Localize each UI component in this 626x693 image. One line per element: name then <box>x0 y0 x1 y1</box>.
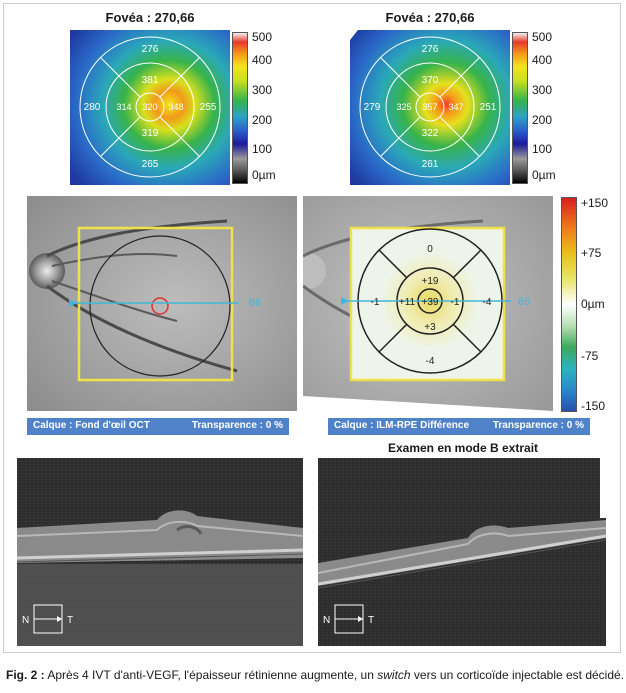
map-left-left: 280 <box>84 102 101 113</box>
diff-inner-top: +19 <box>422 276 439 287</box>
diff-right: -4 <box>483 297 492 308</box>
fundus-right-layer-label: Calque : ILM-RPE Différence <box>334 420 470 431</box>
map-right-left: 279 <box>364 102 381 113</box>
map-right-right: 251 <box>480 102 497 113</box>
map-right-inner-top: 370 <box>422 75 439 86</box>
diff-scale-minus150: -150 <box>581 399 606 413</box>
bscan-left: N T <box>17 458 303 646</box>
diff-bottom: -4 <box>426 356 435 367</box>
thickness-map-right: 276 261 279 251 370 322 325 347 357 <box>350 30 510 185</box>
fundus-left-transparency: Transparence : 0 % <box>191 420 283 431</box>
fundus-right-layer-bar: Calque : ILM-RPE Différence Transparence… <box>328 418 590 435</box>
map-left-inner-right: 348 <box>168 102 183 112</box>
caption-text-after: vers un corticoïde injectable est décidé… <box>410 668 625 682</box>
caption-text-before: Après 4 IVT d'anti-VEGF, l'épaisseur rét… <box>44 668 378 682</box>
caption-italic: switch <box>377 668 411 682</box>
caption-label: Fig. 2 : <box>6 668 45 682</box>
map-right-inner-bottom: 322 <box>422 128 439 139</box>
diff-center: +39 <box>422 297 439 308</box>
scale-right-0: 0µm <box>532 168 556 182</box>
map-left-right: 255 <box>200 102 217 113</box>
scale-left-0: 0µm <box>252 168 276 182</box>
map-left-inner-top: 381 <box>142 75 159 86</box>
diff-inner-left: +11 <box>399 297 416 308</box>
diff-left: -1 <box>371 297 380 308</box>
fundus-left-layer-bar: Calque : Fond d'œil OCT Transparence : 0… <box>27 418 289 435</box>
fundus-right-transparency: Transparence : 0 % <box>492 420 584 431</box>
map-right-top: 276 <box>422 44 439 55</box>
map-left-top: 276 <box>142 44 159 55</box>
map-right-title: Fovéa : 270,66 <box>385 10 475 25</box>
thickness-scale-right <box>512 32 528 184</box>
map-left-bottom: 265 <box>142 159 159 170</box>
figure-frame <box>3 3 621 653</box>
scale-left-200: 200 <box>252 113 273 127</box>
diff-scale-150: +150 <box>581 196 609 210</box>
bscan-right: N T <box>318 458 606 646</box>
bscan-left-temporal: T <box>67 615 73 626</box>
map-left-inner-left: 314 <box>116 102 131 112</box>
fundus-image-right: 66 0 -4 -1 -4 +19 +3 +11 -1 +39 <box>303 196 553 411</box>
scale-right-400: 400 <box>532 53 553 67</box>
thickness-scale-left <box>232 32 248 184</box>
difference-scale <box>561 197 577 412</box>
diff-scale-0: 0µm <box>581 297 605 311</box>
bscan-right-nasal: N <box>323 615 330 626</box>
diff-scale-minus75: -75 <box>581 349 599 363</box>
bscan-right-title: Examen en mode B extrait <box>387 441 539 455</box>
figure-caption: Fig. 2 : Après 4 IVT d'anti-VEGF, l'épai… <box>6 668 624 682</box>
bscan-right-temporal: T <box>368 615 374 626</box>
map-right-center: 357 <box>422 102 437 112</box>
diff-scale-75: +75 <box>581 246 602 260</box>
bscan-left-nasal: N <box>22 615 29 626</box>
scale-right-100: 100 <box>532 142 553 156</box>
scale-left-100: 100 <box>252 142 273 156</box>
map-left-title: Fovéa : 270,66 <box>105 10 195 25</box>
scale-right-200: 200 <box>532 113 553 127</box>
scale-right-500: 500 <box>532 30 553 44</box>
fundus-image-left: 66 <box>27 196 297 411</box>
map-right-bottom: 261 <box>422 159 439 170</box>
map-left-inner-bottom: 319 <box>142 128 159 139</box>
fundus-left-layer-label: Calque : Fond d'œil OCT <box>33 420 150 431</box>
fundus-right-scan-number: 66 <box>518 296 530 308</box>
scale-left-500: 500 <box>252 30 273 44</box>
scale-left-300: 300 <box>252 83 273 97</box>
map-right-inner-left: 325 <box>396 102 411 112</box>
scale-right-300: 300 <box>532 83 553 97</box>
fundus-left-scan-number: 66 <box>249 297 261 309</box>
diff-inner-right: -1 <box>451 297 460 308</box>
map-right-inner-right: 347 <box>448 102 463 112</box>
scale-left-400: 400 <box>252 53 273 67</box>
map-left-center: 320 <box>142 102 157 112</box>
diff-inner-bottom: +3 <box>424 322 436 333</box>
diff-top: 0 <box>427 244 433 255</box>
thickness-map-left: 276 265 280 255 381 319 314 348 320 <box>70 30 230 185</box>
